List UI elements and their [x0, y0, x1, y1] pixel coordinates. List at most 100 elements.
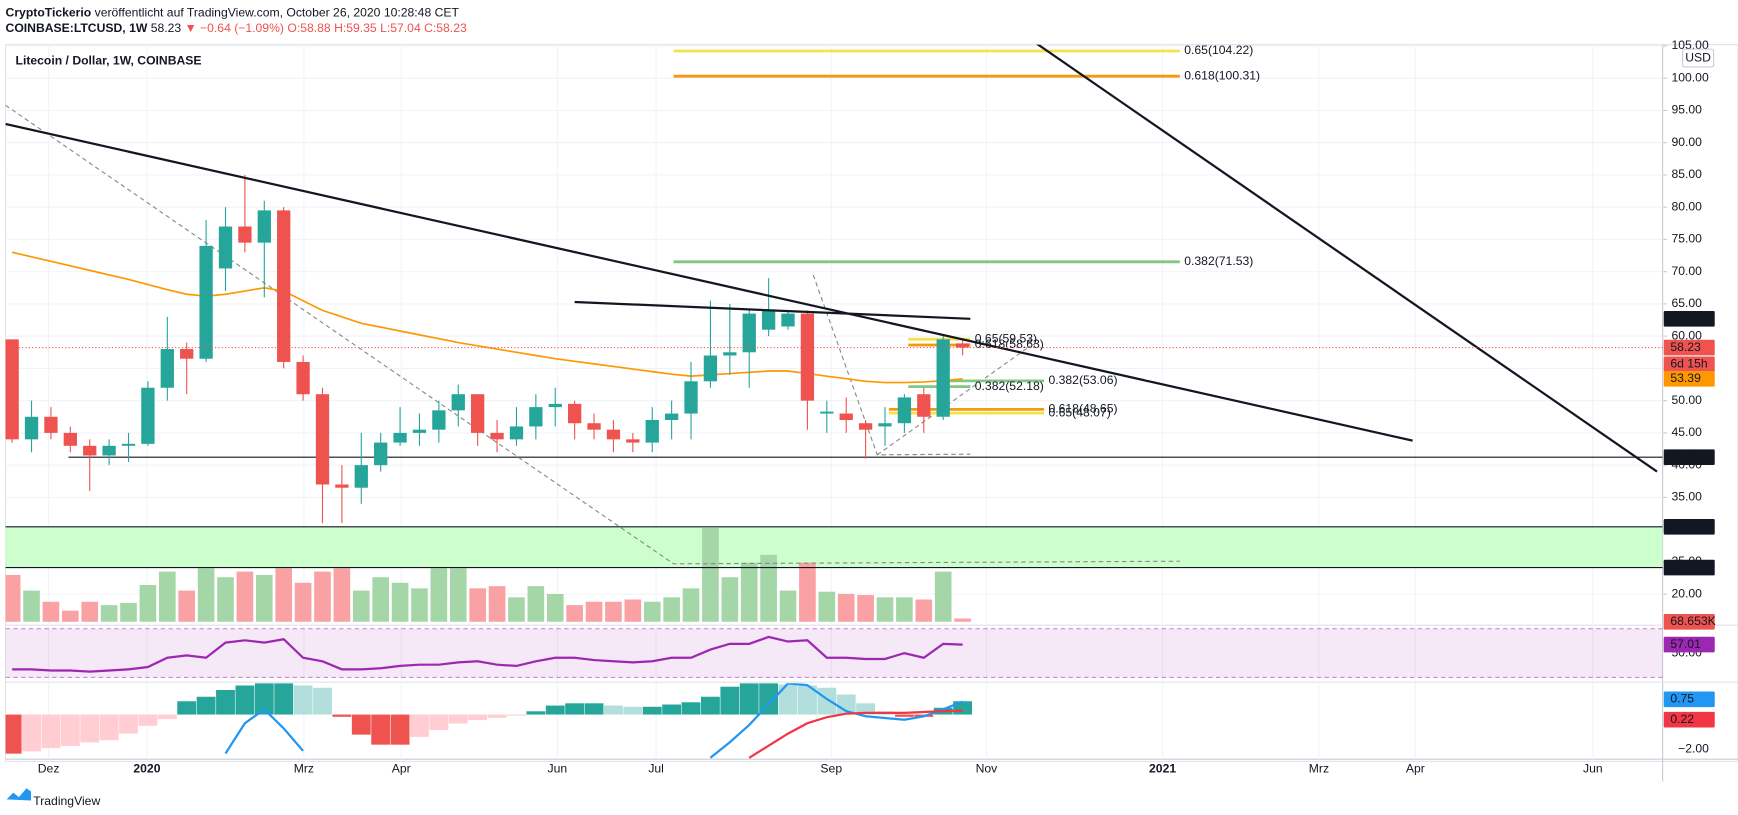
rsi-label-badge [1663, 636, 1715, 653]
candle-body [800, 313, 815, 401]
volume-bar [624, 599, 642, 622]
macd-histogram-bar [642, 706, 662, 715]
published: veröffentlicht auf TradingView.com, Octo… [95, 6, 460, 20]
candle-body [839, 413, 853, 420]
candle-body [567, 403, 582, 424]
volume-bar [449, 568, 467, 622]
volume-bar [255, 574, 273, 622]
volume-bar [62, 610, 79, 622]
y-tick-label: 50.00 [1671, 393, 1702, 407]
candle-body [44, 416, 58, 433]
macd-histogram-bar [526, 711, 546, 715]
volume-bar [430, 568, 448, 622]
macd-histogram-bar [138, 714, 158, 726]
candle-body [393, 432, 407, 443]
macd-histogram-bar [119, 714, 138, 734]
macd-histogram-bar [293, 685, 313, 715]
y-tick-label: 85.00 [1671, 167, 1702, 181]
candle-body [820, 411, 834, 414]
macd-histogram-bar [332, 714, 352, 717]
footer-brand: TradingView [33, 794, 100, 808]
macd-histogram-bar [351, 714, 371, 735]
ma-label-badge [1663, 370, 1715, 387]
candle-body [354, 465, 368, 488]
signal-line [748, 709, 963, 759]
volume-bar [799, 562, 816, 622]
x-tick-label: 2020 [133, 761, 160, 775]
macd-histogram-bar [371, 714, 391, 745]
y-tick-label: 90.00 [1671, 135, 1702, 149]
volume-bar [527, 586, 545, 622]
dashed-line [812, 274, 971, 456]
macd-histogram-bar [216, 690, 235, 715]
macd-histogram-bar [836, 694, 856, 715]
candle-body [335, 484, 349, 488]
candle-body [897, 397, 912, 424]
volume-bar [333, 568, 351, 622]
ohlc: O:58.88 H:59.35 L:57.04 C:58.23 [287, 21, 467, 35]
volume-bar [566, 605, 583, 622]
volume-bar [896, 597, 913, 622]
currency: USD [1685, 50, 1711, 64]
header-line-2: COINBASE:LTCUSD, 1W 58.23 ▼ −0.64 (−1.09… [6, 21, 467, 35]
volume-bar [779, 590, 797, 622]
x-tick-label: Jun [1583, 761, 1603, 775]
candle-body [955, 343, 970, 348]
volume-bar [5, 574, 21, 622]
x-tick-label: Nov [976, 761, 999, 775]
fib-label: 0.382(71.53) [1184, 254, 1253, 268]
rsi-label: 57.01 [1670, 637, 1701, 651]
fib-label: 0.65(104.22) [1184, 43, 1253, 57]
level-label: 24.11 [1670, 560, 1700, 574]
candle-body [199, 245, 213, 359]
x-tick-label: Jul [648, 761, 664, 775]
candle-body [723, 352, 737, 356]
candle-body [218, 226, 233, 269]
countdown-badge [1663, 356, 1715, 373]
macd-histogram-bar [429, 714, 449, 731]
macd-histogram-bar [759, 683, 779, 715]
volume-bar [352, 590, 370, 622]
volume-bar [100, 605, 118, 622]
volume-bar [42, 601, 60, 622]
candle-body [180, 349, 194, 359]
candle-body [664, 413, 679, 420]
macd-histogram-bar [99, 714, 119, 741]
candle-body [24, 416, 39, 440]
macd-histogram-bar [817, 687, 837, 715]
volume-bar [721, 577, 739, 622]
macd-histogram-bar [177, 701, 197, 715]
candle-body [412, 429, 427, 433]
candle-body [83, 445, 97, 456]
macd-histogram-bar [604, 705, 623, 715]
header-line-1: CryptoTickerio veröffentlicht auf Tradin… [6, 6, 460, 20]
macd-histogram-bar [448, 714, 468, 724]
macd-histogram-bar [60, 714, 80, 746]
support-zone [5, 526, 1663, 568]
macd-histogram-bar [662, 704, 682, 715]
candle-body [471, 394, 485, 433]
candle-body [121, 443, 136, 446]
volume-bar [605, 601, 622, 622]
fib-label: 0.382(53.06) [1048, 373, 1117, 387]
macd-tick-label: −2.00 [1678, 741, 1709, 755]
candle-body [277, 210, 291, 362]
candle-body [684, 381, 698, 414]
candle-body [238, 226, 252, 243]
macd-histogram-bar [157, 714, 177, 720]
macd-histogram-bar [507, 714, 526, 716]
macd-histogram-bar [5, 714, 22, 754]
currency-box[interactable] [1682, 48, 1715, 68]
macd-histogram-bar [701, 696, 720, 715]
y-tick-label: 45.00 [1671, 425, 1702, 439]
candle-body [102, 445, 116, 456]
y-tick-label: 70.00 [1671, 264, 1702, 278]
trendline-label: 62.69 [1670, 311, 1701, 325]
volume-bar [178, 590, 196, 622]
symbol: COINBASE:LTCUSD, 1W [6, 21, 148, 35]
macd-histogram-bar [235, 685, 255, 715]
x-tick-label: Apr [1406, 761, 1425, 775]
trendline [5, 122, 1413, 442]
candle-body [296, 361, 310, 395]
